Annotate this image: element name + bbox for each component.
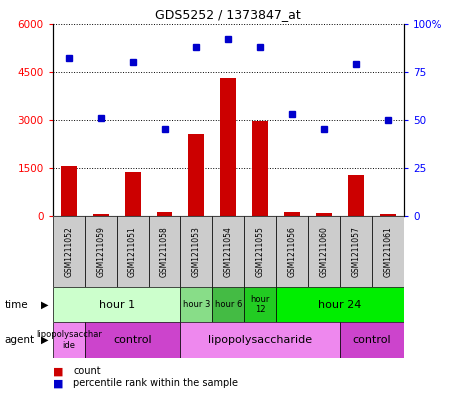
Bar — [53, 287, 180, 322]
Bar — [53, 322, 85, 358]
Bar — [340, 216, 372, 287]
Text: ▶: ▶ — [41, 299, 49, 310]
Bar — [348, 175, 364, 216]
Bar — [244, 216, 276, 287]
Text: GSM1211060: GSM1211060 — [319, 226, 329, 277]
Bar — [340, 322, 404, 358]
Bar — [61, 166, 77, 216]
Text: hour 24: hour 24 — [319, 299, 362, 310]
Text: time: time — [5, 299, 28, 310]
Text: ▶: ▶ — [41, 335, 49, 345]
Bar — [316, 213, 332, 216]
Bar — [276, 216, 308, 287]
Bar — [85, 322, 180, 358]
Text: control: control — [353, 335, 392, 345]
Bar — [244, 287, 276, 322]
Bar — [213, 216, 244, 287]
Title: GDS5252 / 1373847_at: GDS5252 / 1373847_at — [156, 8, 301, 21]
Bar — [85, 216, 117, 287]
Bar — [380, 213, 396, 216]
Text: agent: agent — [5, 335, 35, 345]
Bar — [149, 216, 180, 287]
Bar — [276, 287, 404, 322]
Bar — [180, 287, 213, 322]
Bar — [189, 134, 204, 216]
Bar — [220, 78, 236, 216]
Bar — [372, 216, 404, 287]
Text: GSM1211059: GSM1211059 — [96, 226, 105, 277]
Text: GSM1211056: GSM1211056 — [288, 226, 297, 277]
Text: GSM1211052: GSM1211052 — [64, 226, 73, 277]
Bar — [157, 212, 173, 216]
Text: GSM1211053: GSM1211053 — [192, 226, 201, 277]
Text: GSM1211057: GSM1211057 — [352, 226, 360, 277]
Text: GSM1211055: GSM1211055 — [256, 226, 265, 277]
Bar — [180, 216, 213, 287]
Text: control: control — [113, 335, 152, 345]
Text: hour
12: hour 12 — [251, 295, 270, 314]
Bar — [213, 287, 244, 322]
Bar — [124, 172, 140, 216]
Bar — [180, 322, 340, 358]
Text: ■: ■ — [53, 366, 63, 376]
Text: count: count — [73, 366, 101, 376]
Text: GSM1211061: GSM1211061 — [383, 226, 392, 277]
Bar — [53, 216, 85, 287]
Text: GSM1211058: GSM1211058 — [160, 226, 169, 277]
Bar — [284, 212, 300, 216]
Text: lipopolysacchar
ide: lipopolysacchar ide — [36, 330, 102, 350]
Text: GSM1211054: GSM1211054 — [224, 226, 233, 277]
Bar — [252, 121, 268, 216]
Text: GSM1211051: GSM1211051 — [128, 226, 137, 277]
Text: hour 1: hour 1 — [99, 299, 134, 310]
Bar — [117, 216, 149, 287]
Text: ■: ■ — [53, 378, 63, 388]
Bar — [308, 216, 340, 287]
Text: lipopolysaccharide: lipopolysaccharide — [208, 335, 312, 345]
Bar — [93, 213, 109, 216]
Text: percentile rank within the sample: percentile rank within the sample — [73, 378, 238, 388]
Text: hour 3: hour 3 — [183, 300, 210, 309]
Text: hour 6: hour 6 — [215, 300, 242, 309]
